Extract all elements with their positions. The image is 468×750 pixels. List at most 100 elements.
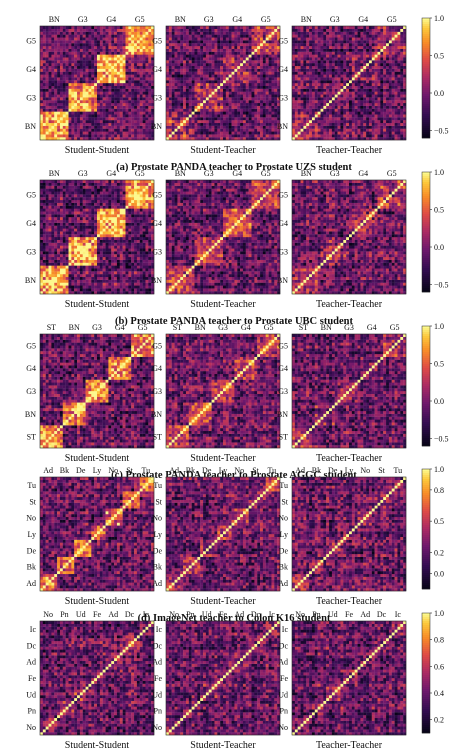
heatmap-cell (237, 88, 241, 92)
heatmap-cell (205, 37, 209, 41)
heatmap-cell (317, 85, 321, 89)
heatmap-cell (197, 85, 201, 89)
heatmap-cell (148, 97, 152, 101)
heatmap-cell (400, 40, 404, 44)
heatmap-cell (242, 88, 246, 92)
heatmap-cell (208, 91, 212, 95)
heatmap-cell (183, 68, 187, 72)
heatmap-cell (177, 60, 181, 64)
heatmap-cell (400, 51, 404, 55)
heatmap-cell (223, 131, 226, 135)
heatmap-cell (320, 128, 324, 132)
heatmap-cell (68, 137, 72, 141)
heatmap-cell (223, 91, 226, 95)
heatmap-cell (68, 128, 72, 132)
heatmap-cell (200, 60, 204, 64)
heatmap-cell (357, 40, 361, 44)
heatmap-cell (343, 125, 347, 129)
heatmap-cell (82, 85, 86, 89)
heatmap-cell (102, 120, 106, 124)
heatmap-cell (119, 91, 123, 95)
heatmap-cell (74, 45, 78, 49)
heatmap-cell (211, 71, 215, 75)
heatmap-cell (260, 97, 264, 101)
heatmap-cell (85, 120, 89, 124)
heatmap-cell (320, 97, 324, 101)
heatmap-cell (171, 40, 175, 44)
heatmap-cell (171, 80, 175, 84)
heatmap-cell (51, 80, 55, 84)
y-tick-label: G3 (152, 93, 162, 102)
heatmap-cell (191, 74, 195, 78)
heatmap-cell (148, 111, 152, 115)
heatmap-cell (331, 122, 335, 126)
heatmap-cell (194, 45, 198, 49)
heatmap-cell (185, 60, 189, 64)
heatmap-cell (240, 120, 244, 124)
heatmap-cell (351, 117, 355, 121)
heatmap-cell (62, 114, 66, 118)
heatmap-cell (309, 57, 313, 61)
heatmap-cell (205, 131, 209, 135)
heatmap-cell (214, 77, 218, 81)
heatmap-cell (74, 54, 78, 58)
heatmap-cell (329, 117, 333, 121)
heatmap-cell (317, 57, 321, 61)
heatmap-cell (108, 63, 112, 67)
heatmap-cell (223, 94, 226, 98)
heatmap-cell (174, 40, 178, 44)
colorbar-step (422, 48, 430, 51)
heatmap-cell (125, 137, 129, 141)
heatmap-cell (194, 60, 198, 64)
heatmap-cell (388, 83, 392, 86)
heatmap-cell (205, 83, 209, 86)
heatmap-cell (228, 74, 232, 78)
heatmap-cell (65, 85, 69, 89)
heatmap-cell (91, 80, 95, 84)
heatmap-cell (171, 71, 175, 75)
heatmap-cell (248, 108, 252, 112)
heatmap-cell (397, 71, 401, 75)
heatmap-cell (391, 80, 395, 84)
heatmap-cell (59, 68, 63, 72)
heatmap-cell (268, 128, 272, 132)
heatmap-cell (311, 68, 315, 72)
heatmap-cell (62, 54, 66, 58)
heatmap-cell (40, 71, 43, 75)
heatmap-cell (271, 102, 275, 106)
heatmap-cell (300, 100, 304, 104)
heatmap-cell (91, 131, 95, 135)
heatmap-cell (125, 54, 129, 58)
heatmap-cell (145, 102, 149, 106)
heatmap-cell (62, 48, 66, 52)
heatmap-cell (42, 125, 46, 129)
heatmap-cell (303, 137, 307, 141)
heatmap-cell (94, 91, 98, 95)
heatmap-cell (349, 40, 352, 44)
heatmap-cell (254, 43, 258, 47)
heatmap-cell (368, 91, 372, 95)
heatmap-cell (366, 128, 370, 132)
heatmap-cell (374, 48, 378, 52)
heatmap-cell (177, 45, 181, 49)
heatmap-cell (217, 63, 221, 67)
heatmap-cell (82, 63, 86, 67)
heatmap-cell (334, 83, 338, 86)
heatmap-cell (191, 114, 195, 118)
heatmap-cell (223, 40, 226, 44)
heatmap-cell (265, 28, 269, 32)
heatmap-cell (131, 108, 135, 112)
heatmap-cell (237, 114, 241, 118)
heatmap-cell (388, 134, 392, 138)
heatmap-cell (136, 108, 140, 112)
heatmap-cell (128, 117, 132, 121)
heatmap-cell (323, 102, 327, 106)
heatmap-cell (145, 80, 149, 84)
heatmap-cell (357, 37, 361, 41)
heatmap-cell (340, 31, 344, 35)
heatmap-cell (294, 51, 298, 55)
heatmap-cell (340, 34, 344, 38)
heatmap-cell (166, 134, 169, 138)
heatmap-cell (329, 54, 333, 58)
heatmap-cell (125, 65, 129, 69)
